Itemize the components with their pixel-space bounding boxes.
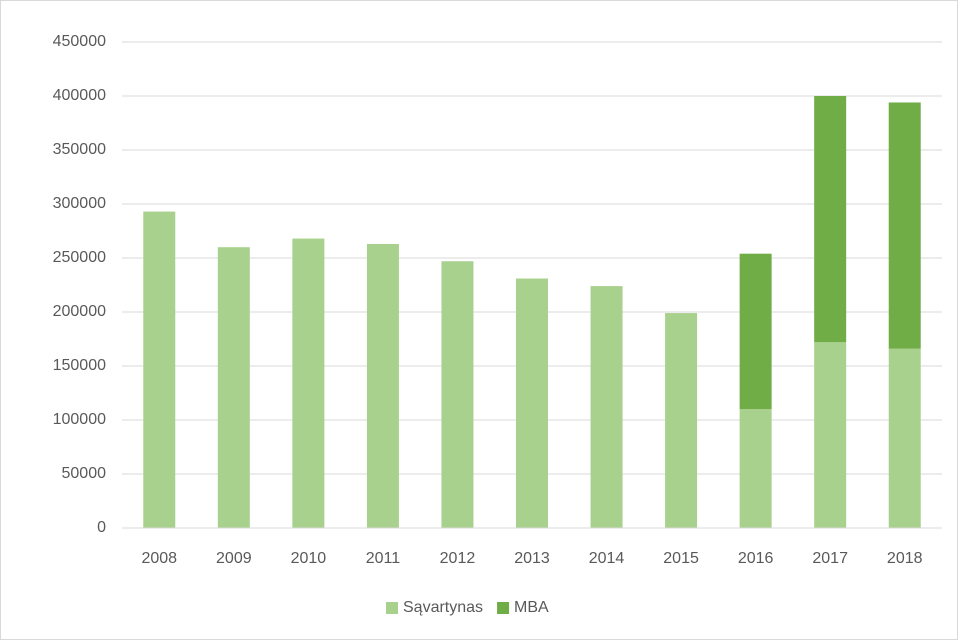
x-tick-label: 2017 bbox=[812, 550, 848, 567]
bar bbox=[739, 253, 772, 410]
y-tick-label: 50000 bbox=[62, 465, 107, 482]
x-tick-label: 2012 bbox=[440, 550, 476, 567]
bar bbox=[366, 243, 399, 528]
y-tick-label: 350000 bbox=[53, 141, 106, 158]
bar bbox=[739, 409, 772, 528]
x-tick-label: 2016 bbox=[738, 550, 774, 567]
legend-swatch bbox=[386, 602, 398, 614]
bar bbox=[441, 261, 474, 528]
y-tick-label: 0 bbox=[97, 519, 106, 536]
bar bbox=[590, 286, 623, 528]
y-tick-label: 100000 bbox=[53, 411, 106, 428]
bar bbox=[665, 313, 698, 528]
bar bbox=[814, 342, 847, 528]
x-tick-label: 2011 bbox=[366, 550, 401, 567]
x-tick-label: 2014 bbox=[589, 550, 625, 567]
x-tick-label: 2008 bbox=[141, 550, 177, 567]
bar bbox=[292, 238, 325, 528]
y-tick-label: 400000 bbox=[53, 87, 106, 104]
bar bbox=[814, 96, 847, 343]
y-tick-label: 150000 bbox=[53, 357, 106, 374]
legend-swatch bbox=[497, 602, 510, 614]
x-tick-label: 2009 bbox=[216, 550, 252, 567]
legend-label: Sąvartynas bbox=[403, 599, 483, 616]
x-tick-label: 2015 bbox=[663, 550, 699, 567]
bar bbox=[516, 278, 548, 528]
y-tick-label: 450000 bbox=[53, 33, 106, 50]
bar bbox=[217, 247, 250, 528]
legend-label: MBA bbox=[514, 599, 549, 616]
y-tick-label: 300000 bbox=[53, 195, 106, 212]
bar bbox=[143, 211, 176, 528]
bar bbox=[888, 348, 921, 528]
x-tick-label: 2013 bbox=[514, 550, 550, 567]
x-tick-label: 2018 bbox=[887, 550, 923, 567]
y-tick-label: 200000 bbox=[53, 303, 106, 320]
y-tick-label: 250000 bbox=[53, 249, 106, 266]
bar bbox=[888, 102, 921, 349]
x-tick-label: 2010 bbox=[291, 550, 327, 567]
